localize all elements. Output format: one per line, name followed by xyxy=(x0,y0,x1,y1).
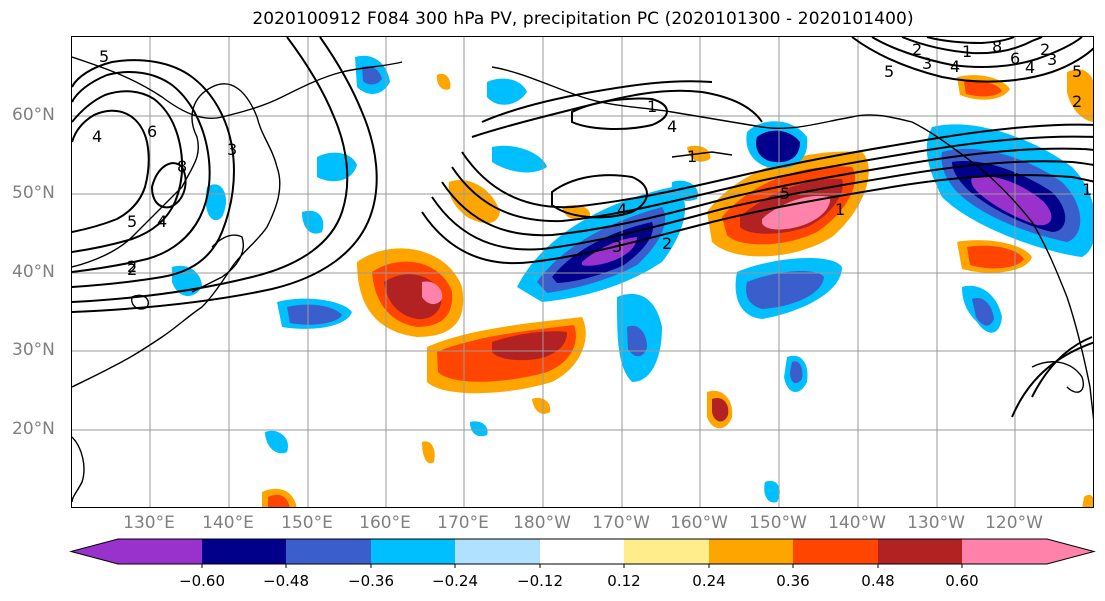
colorbar-tick-label: −0.60 xyxy=(179,572,225,590)
longitude-label-150e: 150°E xyxy=(281,513,333,533)
colorbar-tick-label: 0.12 xyxy=(607,572,641,590)
contour-label: 4 xyxy=(950,57,960,76)
longitude-label-140w: 140°W xyxy=(828,513,886,533)
colorbar-segment xyxy=(202,539,286,564)
longitude-label-180w: 180°W xyxy=(513,513,571,533)
contour-label: 2 xyxy=(912,40,922,59)
latitude-label-60n: 60°N xyxy=(12,105,55,125)
contour-label: 2 xyxy=(1072,92,1082,111)
colorbar xyxy=(69,538,1096,568)
longitude-label-160w: 160°W xyxy=(670,513,728,533)
longitude-label-130e: 130°E xyxy=(123,513,175,533)
colorbar-extend-min xyxy=(71,539,118,564)
contour-label: 2 xyxy=(1040,40,1050,59)
contour-label: 1 xyxy=(962,42,972,61)
contour-label: 5 xyxy=(99,47,109,66)
contour-label: 4 xyxy=(1025,58,1035,77)
latitude-label-50n: 50°N xyxy=(12,183,55,203)
colorbar-segment xyxy=(793,539,878,564)
colorbar-segment xyxy=(878,539,962,564)
longitude-label-170w: 170°W xyxy=(592,513,650,533)
contour-label: 3 xyxy=(1047,50,1057,69)
contour-label: 1 xyxy=(687,147,697,166)
contour-label: 2 xyxy=(127,260,137,279)
contour-label: 8 xyxy=(992,37,1002,56)
contour-label: 1 xyxy=(1082,180,1092,199)
contour-label: 3 xyxy=(922,54,932,73)
colorbar-segment xyxy=(286,539,371,564)
contour-label: 5 xyxy=(1072,62,1082,81)
colorbar-segment xyxy=(371,539,455,564)
precipitation-shading xyxy=(172,55,1093,507)
contour-label: 6 xyxy=(147,122,157,141)
colorbar-segment xyxy=(624,539,709,564)
pv-contours xyxy=(72,37,1093,418)
contour-label: 4 xyxy=(157,212,167,231)
colorbar-tick-label: 0.24 xyxy=(692,572,726,590)
colorbar-tick-label: −0.36 xyxy=(348,572,394,590)
contour-label: 3 xyxy=(227,140,237,159)
contour-label: 5 xyxy=(127,212,137,231)
contour-label: 1 xyxy=(835,200,845,219)
contour-label: 4 xyxy=(617,200,627,219)
longitude-label-150w: 150°W xyxy=(749,513,807,533)
colorbar-segment xyxy=(540,539,624,564)
longitude-label-160e: 160°E xyxy=(359,513,411,533)
latitude-label-20n: 20°N xyxy=(12,419,55,439)
longitude-label-170e: 170°E xyxy=(437,513,489,533)
chart-title: 2020100912 F084 300 hPa PV, precipitatio… xyxy=(252,9,914,29)
contour-label: 6 xyxy=(1010,49,1020,68)
colorbar-tick-label: 0.48 xyxy=(861,572,895,590)
colorbar-segment xyxy=(455,539,540,564)
contour-label: 1 xyxy=(647,97,657,116)
colorbar-segment xyxy=(709,539,793,564)
latitude-label-30n: 30°N xyxy=(12,340,55,360)
colorbar-tick-label: −0.48 xyxy=(263,572,309,590)
colorbar-tick-label: 0.36 xyxy=(776,572,810,590)
gridlines xyxy=(72,37,1093,507)
contour-label: 4 xyxy=(92,127,102,146)
latitude-label-40n: 40°N xyxy=(12,262,55,282)
colorbar-tick-label: 0.60 xyxy=(945,572,979,590)
contour-label: 2 xyxy=(662,234,672,253)
colorbar-tick-label: −0.12 xyxy=(517,572,563,590)
contour-label: 3 xyxy=(612,237,622,256)
longitude-label-140e: 140°E xyxy=(202,513,254,533)
contour-label: 5 xyxy=(780,184,790,203)
colorbar-extend-max xyxy=(1047,539,1094,564)
colorbar-tick-label: −0.24 xyxy=(432,572,478,590)
longitude-label-130w: 130°W xyxy=(907,513,965,533)
colorbar-outline xyxy=(69,538,1096,565)
contour-label: 5 xyxy=(884,62,894,81)
colorbar-segment xyxy=(962,539,1047,564)
contour-label: 8 xyxy=(177,157,187,176)
contour-label: 2 xyxy=(127,257,137,276)
colorbar-segment xyxy=(118,539,202,564)
longitude-label-120w: 120°W xyxy=(985,513,1043,533)
contour-label: 4 xyxy=(667,117,677,136)
